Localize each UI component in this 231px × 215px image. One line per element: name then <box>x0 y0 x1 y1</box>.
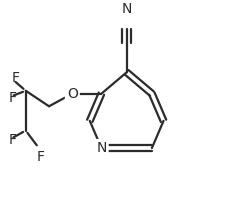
Text: O: O <box>67 87 78 101</box>
Text: F: F <box>36 150 44 164</box>
Text: F: F <box>8 133 16 147</box>
Text: N: N <box>122 2 132 16</box>
Text: N: N <box>96 141 107 155</box>
Text: F: F <box>11 71 19 85</box>
Text: F: F <box>8 91 16 104</box>
